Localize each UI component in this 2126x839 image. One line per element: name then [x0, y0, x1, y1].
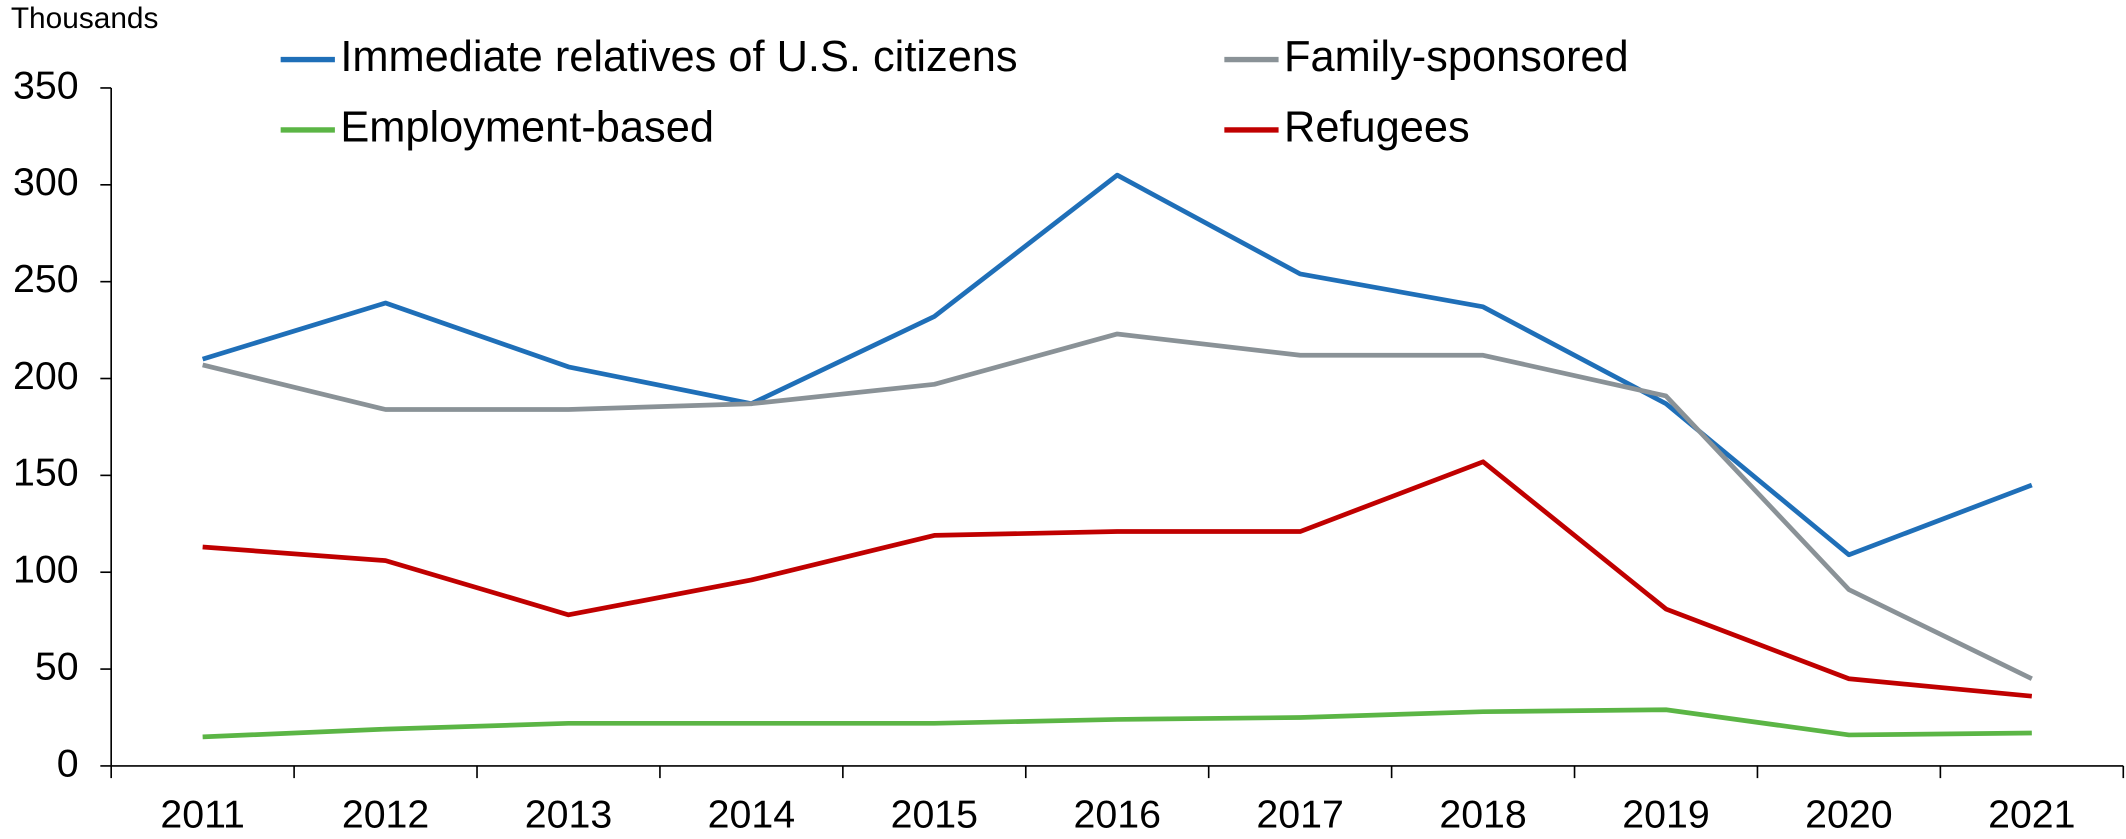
- y-tick-label: 350: [13, 63, 79, 107]
- x-tick-label: 2013: [525, 793, 612, 837]
- x-tick-label: 2014: [708, 793, 795, 837]
- legend-label: Refugees: [1284, 103, 1470, 151]
- legend-label: Employment-based: [340, 103, 714, 151]
- series-line: [202, 331, 2033, 681]
- series-line: [202, 707, 2032, 740]
- legend-label: Family-sponsored: [1284, 33, 1629, 81]
- y-tick-label: 100: [13, 548, 79, 592]
- y-tick-label: 200: [13, 354, 79, 398]
- y-tick-label: 0: [57, 741, 79, 785]
- y-axis-label: Thousands: [11, 2, 159, 35]
- x-tick-label: 2019: [1622, 793, 1709, 837]
- x-tick-label: 2020: [1805, 793, 1892, 837]
- y-tick-label: 150: [13, 451, 79, 495]
- series-line: [201, 172, 2033, 558]
- series-line: [202, 459, 2033, 699]
- legend-label: Immediate relatives of U.S. citizens: [340, 33, 1017, 81]
- y-tick-label: 50: [35, 644, 79, 688]
- y-tick-label: 300: [13, 160, 79, 204]
- x-tick-label: 2015: [891, 793, 978, 837]
- x-tick-label: 2016: [1074, 793, 1161, 837]
- x-tick-label: 2021: [1988, 793, 2075, 837]
- x-tick-label: 2017: [1256, 793, 1343, 837]
- x-tick-label: 2012: [342, 793, 429, 837]
- y-tick-label: 250: [13, 257, 79, 301]
- x-tick-label: 2011: [160, 793, 245, 837]
- x-tick-label: 2018: [1439, 793, 1526, 837]
